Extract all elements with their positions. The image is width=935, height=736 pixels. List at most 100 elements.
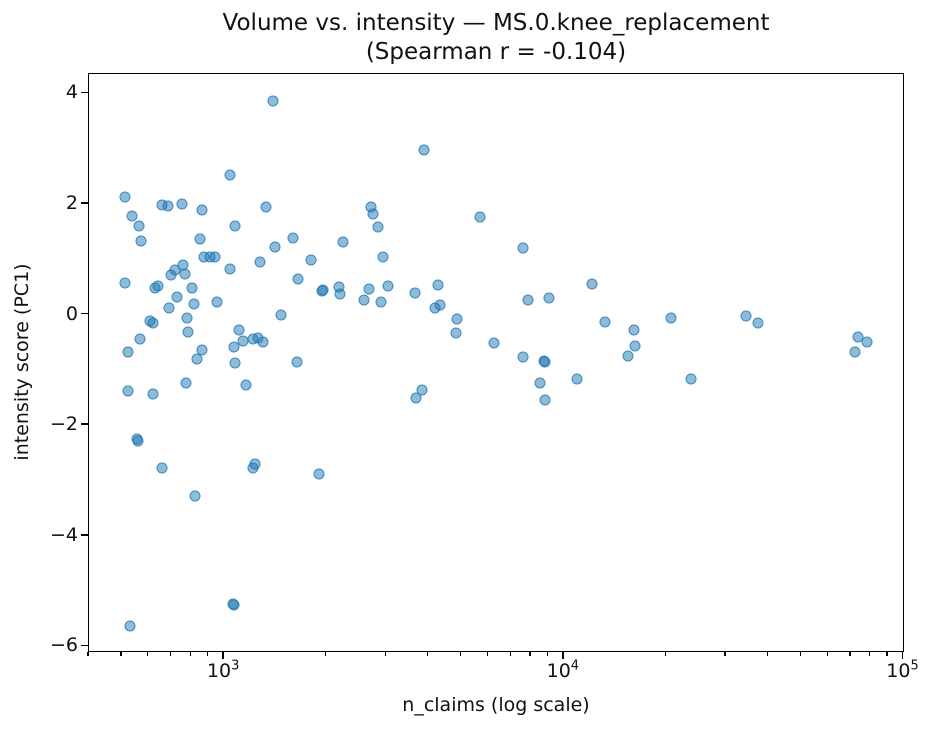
- scatter-point: [305, 254, 317, 266]
- y-tick: [81, 533, 88, 536]
- scatter-point: [375, 296, 387, 308]
- scatter-point: [382, 280, 394, 292]
- scatter-point: [224, 263, 236, 275]
- scatter-point: [269, 241, 281, 253]
- scatter-point: [685, 373, 697, 385]
- scatter-point: [291, 356, 303, 368]
- x-tick-label: 105: [886, 658, 919, 682]
- scatter-point: [434, 299, 446, 311]
- x-minor-tick: [529, 652, 531, 656]
- scatter-point: [628, 324, 640, 336]
- chart-title-line1: Volume vs. intensity — MS.0.knee_replace…: [222, 10, 770, 36]
- scatter-point: [488, 337, 500, 349]
- x-minor-tick: [799, 652, 801, 656]
- scatter-point: [132, 435, 144, 447]
- scatter-point: [450, 327, 462, 339]
- scatter-point: [228, 341, 240, 353]
- scatter-point: [317, 284, 329, 296]
- x-minor-tick: [207, 652, 209, 656]
- scatter-point: [209, 251, 221, 263]
- y-tick: [81, 423, 88, 425]
- scatter-point: [249, 458, 261, 470]
- x-tick-label: 103: [206, 658, 240, 682]
- x-tick-exponent: 5: [910, 658, 919, 674]
- x-minor-tick: [169, 652, 172, 656]
- scatter-point: [849, 346, 861, 358]
- scatter-point: [740, 310, 752, 322]
- x-minor-tick: [87, 652, 89, 656]
- scatter-point: [474, 211, 486, 223]
- y-tick-label: −2: [49, 413, 78, 436]
- scatter-point: [194, 233, 206, 245]
- scatter-point: [254, 256, 266, 268]
- scatter-point: [163, 302, 175, 314]
- x-minor-tick: [189, 652, 191, 656]
- scatter-point: [124, 620, 136, 632]
- scatter-point: [334, 288, 346, 300]
- x-minor-tick: [509, 652, 511, 656]
- scatter-point: [852, 331, 864, 343]
- scatter-point: [358, 294, 370, 306]
- x-minor-tick: [664, 652, 666, 656]
- scatter-point: [539, 394, 551, 406]
- scatter-point: [189, 490, 201, 502]
- scatter-point: [196, 204, 208, 216]
- x-tick-exponent: 4: [570, 658, 580, 674]
- x-minor-tick: [459, 652, 462, 656]
- x-axis-label: n_claims (log scale): [402, 694, 590, 716]
- y-tick: [81, 312, 88, 315]
- scatter-point: [586, 278, 598, 290]
- scatter-point: [260, 201, 272, 213]
- scatter-point: [119, 191, 131, 203]
- scatter-point: [629, 340, 641, 352]
- scatter-point: [622, 350, 634, 362]
- scatter-point: [599, 316, 611, 328]
- y-tick-label: 2: [65, 191, 78, 214]
- scatter-point: [522, 294, 534, 306]
- scatter-point: [292, 273, 304, 285]
- scatter-point: [191, 353, 203, 365]
- scatter-point: [229, 220, 241, 232]
- scatter-point: [534, 377, 546, 389]
- scatter-point: [162, 200, 174, 212]
- scatter-point: [179, 268, 191, 280]
- scatter-point: [188, 298, 200, 310]
- scatter-point: [229, 357, 241, 369]
- x-tick-exponent: 3: [231, 658, 240, 674]
- scatter-point: [752, 317, 764, 329]
- x-minor-tick: [384, 652, 386, 656]
- scatter-point: [337, 236, 349, 248]
- scatter-point: [122, 346, 134, 358]
- y-tick-label: 0: [65, 302, 78, 325]
- scatter-point: [119, 277, 131, 289]
- y-tick: [81, 91, 88, 94]
- scatter-point: [122, 385, 134, 397]
- scatter-point: [228, 599, 240, 611]
- scatter-point: [233, 324, 245, 336]
- scatter-point: [409, 287, 421, 299]
- y-axis-label: intensity score (PC1): [11, 263, 33, 461]
- x-minor-tick: [869, 652, 871, 656]
- x-major-tick: [562, 652, 564, 659]
- x-tick-label: 104: [546, 658, 580, 682]
- scatter-point: [539, 356, 551, 368]
- scatter-point: [133, 220, 145, 232]
- plot-area: [88, 73, 904, 652]
- scatter-point: [267, 95, 279, 107]
- scatter-point: [451, 313, 463, 325]
- scatter-point: [240, 379, 252, 391]
- scatter-point: [418, 144, 430, 156]
- scatter-point: [861, 336, 873, 348]
- scatter-point: [176, 198, 188, 209]
- y-tick: [81, 644, 88, 647]
- scatter-point: [147, 388, 159, 400]
- x-minor-tick: [324, 652, 326, 656]
- scatter-point: [147, 317, 159, 329]
- scatter-point: [543, 292, 555, 304]
- scatter-point: [416, 384, 428, 396]
- scatter-point: [180, 377, 192, 389]
- scatter-point: [665, 312, 677, 324]
- scatter-point: [224, 169, 236, 181]
- scatter-point: [257, 336, 269, 348]
